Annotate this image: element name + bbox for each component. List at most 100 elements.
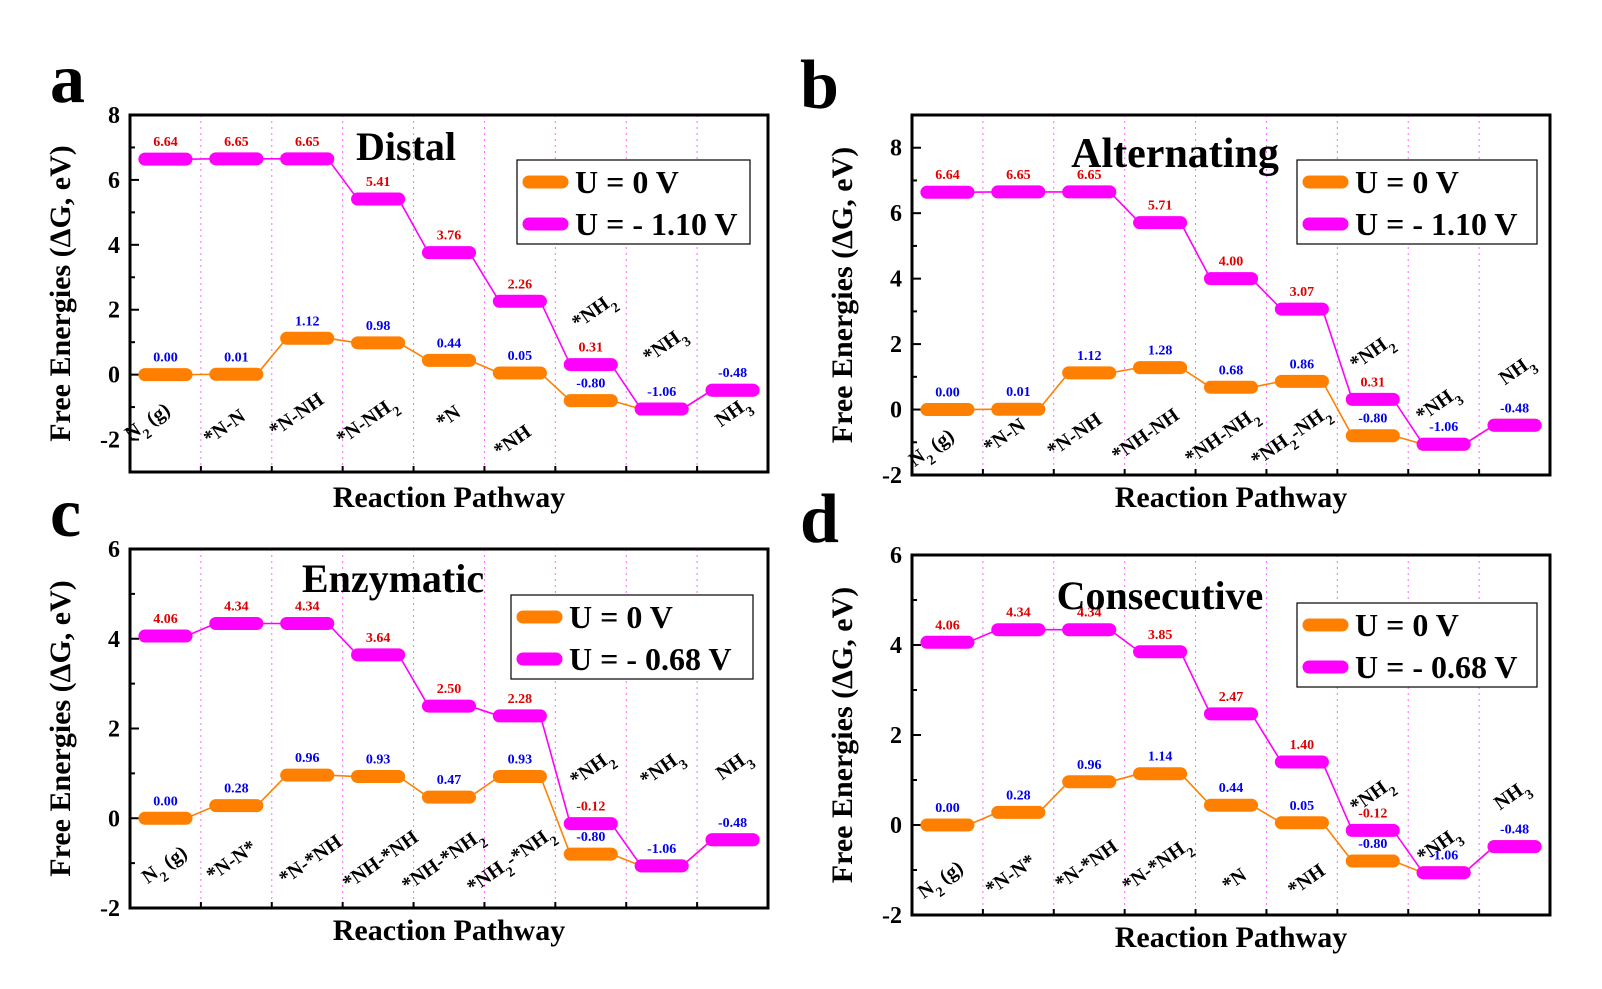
data-label: 0.00: [935, 386, 960, 401]
y-axis-label: Free Energies (ΔG, eV): [44, 145, 77, 441]
category-label: *N-*NH: [275, 830, 346, 889]
category-label: NH3: [1490, 775, 1537, 820]
category-label: *NH-NH2: [1181, 403, 1266, 474]
data-label: -0.80: [1358, 412, 1387, 427]
data-label: -1.06: [1429, 420, 1458, 435]
chart-title: Consecutive: [1057, 573, 1264, 618]
x-axis-label: Reaction Pathway: [333, 481, 565, 514]
category-label: NH3: [712, 745, 759, 790]
y-tick-label: -2: [100, 896, 120, 922]
category-label: *NH3: [639, 323, 694, 373]
data-label: 0.93: [366, 753, 391, 768]
data-label: -0.48: [718, 366, 747, 381]
data-label: 4.06: [935, 618, 960, 633]
connector-line: [1038, 372, 1070, 410]
connector-line: [1392, 829, 1424, 874]
data-label: 0.01: [224, 350, 249, 365]
data-label: 0.47: [437, 773, 462, 788]
y-tick-label: -2: [882, 903, 902, 929]
category-label: *NH2: [568, 289, 623, 339]
data-label: 1.40: [1290, 738, 1315, 753]
connector-line: [1250, 278, 1282, 310]
y-tick-label: 2: [890, 723, 902, 749]
data-label: 0.31: [1361, 375, 1386, 390]
panel-letter: c: [50, 475, 81, 552]
y-axis-label: Free Energies (ΔG, eV): [826, 147, 859, 443]
data-label: 0.93: [508, 753, 533, 768]
category-label: *NH3: [636, 746, 691, 796]
connector-line: [681, 839, 713, 867]
connector-line: [610, 823, 642, 867]
y-tick-label: -2: [100, 428, 120, 454]
data-label: -0.12: [576, 800, 605, 815]
legend-label: U = - 0.68 V: [1355, 649, 1518, 685]
series-negative-potential: 4.06 4.34 4.34 3.64 2.50 2.28 -0.12: [138, 599, 760, 873]
category-label: *N-*NH2: [1118, 834, 1198, 902]
data-label: 0.28: [224, 782, 249, 797]
category-label: *N-NH: [265, 388, 328, 441]
data-label: -0.12: [1358, 806, 1387, 821]
data-label: 0.28: [1006, 788, 1031, 803]
data-label: 6.65: [1006, 168, 1031, 183]
y-tick-label: -2: [882, 463, 902, 489]
connector-line: [1321, 381, 1353, 437]
y-axis-label: Free Energies (ΔG, eV): [44, 580, 77, 876]
series-u0: 0.00 0.01 1.12 0.98 0.44 0.05 -0.80 -1.06 -0.48: [138, 314, 760, 416]
data-label: -0.48: [718, 816, 747, 831]
connector-line: [1321, 822, 1353, 862]
category-label: *N-N*: [981, 850, 1039, 900]
data-label: 4.34: [295, 599, 320, 614]
data-label: 3.64: [366, 631, 391, 646]
category-label: N2 (g): [914, 857, 971, 909]
data-label: 4.34: [224, 599, 249, 614]
legend: U = 0 V U = - 0.68 V: [510, 594, 754, 680]
x-axis-label: Reaction Pathway: [1115, 921, 1347, 954]
data-label: 0.96: [295, 751, 320, 766]
chart-title: Enzymatic: [302, 556, 484, 601]
data-label: 0.31: [579, 341, 604, 356]
connector-line: [1180, 773, 1212, 806]
data-label: 0.44: [437, 336, 462, 351]
y-tick-label: 6: [108, 168, 120, 194]
category-label: *N-*NH: [1051, 835, 1122, 894]
y-tick-label: 2: [108, 717, 120, 743]
panel-c: c -2 0 2 4 6 Free Energies (ΔG, eV) Reaction Pa…: [44, 475, 770, 947]
connector-line: [256, 337, 288, 375]
y-tick-label: 2: [108, 298, 120, 324]
category-label: *NH: [1284, 859, 1330, 900]
y-tick-label: 6: [108, 537, 120, 563]
connector-line: [327, 158, 359, 200]
panel-letter: a: [50, 41, 85, 118]
connector-line: [610, 364, 642, 410]
data-label: 5.41: [366, 175, 391, 190]
connector-line: [539, 300, 571, 365]
data-label: -0.48: [1500, 401, 1529, 416]
category-label: *N-NH: [1043, 408, 1106, 461]
category-label: *N: [432, 401, 465, 433]
y-tick-label: 8: [108, 103, 120, 129]
connector-line: [1392, 398, 1424, 445]
data-label: 0.00: [153, 794, 178, 809]
category-label: NH3: [711, 392, 758, 437]
data-label: 4.34: [1006, 606, 1031, 621]
x-axis-label: Reaction Pathway: [333, 914, 565, 947]
data-label: 6.64: [935, 168, 960, 183]
plot-frame: [910, 113, 1552, 477]
series-negative-potential: 6.64 6.65 6.65 5.71 4.00 3.07 0.31: [920, 168, 1542, 451]
category-label: *N-N*: [202, 836, 260, 886]
panel-letter: d: [800, 481, 839, 558]
y-tick-label: 6: [890, 543, 902, 569]
y-tick-label: 4: [890, 633, 902, 659]
y-tick-label: 8: [890, 136, 902, 162]
y-tick-label: 4: [108, 233, 120, 259]
y-tick-label: 0: [890, 813, 902, 839]
y-tick-label: 0: [108, 806, 120, 832]
connector-line: [397, 198, 430, 253]
series-u0: 0.00 0.28 0.96 1.14 0.44 0.05 -0.80 -1.06 -0.48: [920, 750, 1542, 880]
y-tick-label: 4: [890, 267, 902, 293]
data-label: 1.12: [295, 314, 320, 329]
data-label: 4.00: [1219, 255, 1244, 270]
data-label: -0.48: [1500, 823, 1529, 838]
data-label: 3.85: [1148, 628, 1173, 643]
